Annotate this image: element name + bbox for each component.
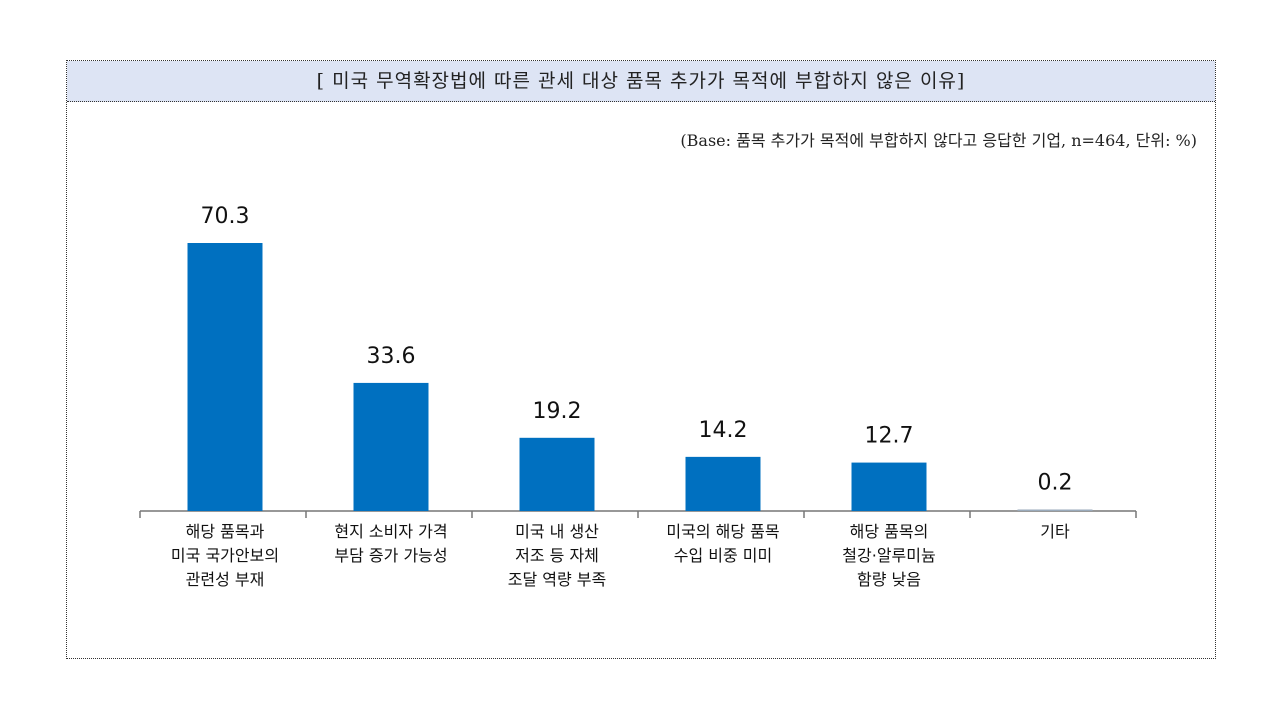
chart-title: [ 미국 무역확장법에 따른 관세 대상 품목 추가가 목적에 부합하지 않은 … xyxy=(67,61,1215,102)
chart-frame: [ 미국 무역확장법에 따른 관세 대상 품목 추가가 목적에 부합하지 않은 … xyxy=(66,60,1216,659)
category-label: 기타 xyxy=(1040,522,1070,541)
data-label: 14.2 xyxy=(699,418,748,443)
bar xyxy=(1017,509,1093,511)
data-label: 70.3 xyxy=(201,204,250,229)
bar xyxy=(851,462,927,511)
bar xyxy=(353,382,429,511)
data-label: 33.6 xyxy=(367,344,416,369)
chart-subtitle: (Base: 품목 추가가 목적에 부합하지 않다고 응답한 기업, n=464… xyxy=(680,131,1197,150)
category-label: 미국 내 생산 저조 등 자체 조달 역량 부족 xyxy=(507,522,607,589)
data-label: 19.2 xyxy=(533,399,582,424)
category-label: 현지 소비자 가격 부담 증가 가능성 xyxy=(334,522,448,565)
bar xyxy=(519,437,595,511)
data-label: 0.2 xyxy=(1038,471,1073,496)
bar xyxy=(187,243,263,511)
category-label: 미국의 해당 품목 수입 비중 미미 xyxy=(666,522,780,565)
category-label: 해당 품목의 철강·알루미늄 함량 낮음 xyxy=(842,522,936,589)
bar xyxy=(685,456,761,511)
category-label: 해당 품목과 미국 국가안보의 관련성 부재 xyxy=(170,522,280,589)
data-label: 12.7 xyxy=(865,424,914,449)
